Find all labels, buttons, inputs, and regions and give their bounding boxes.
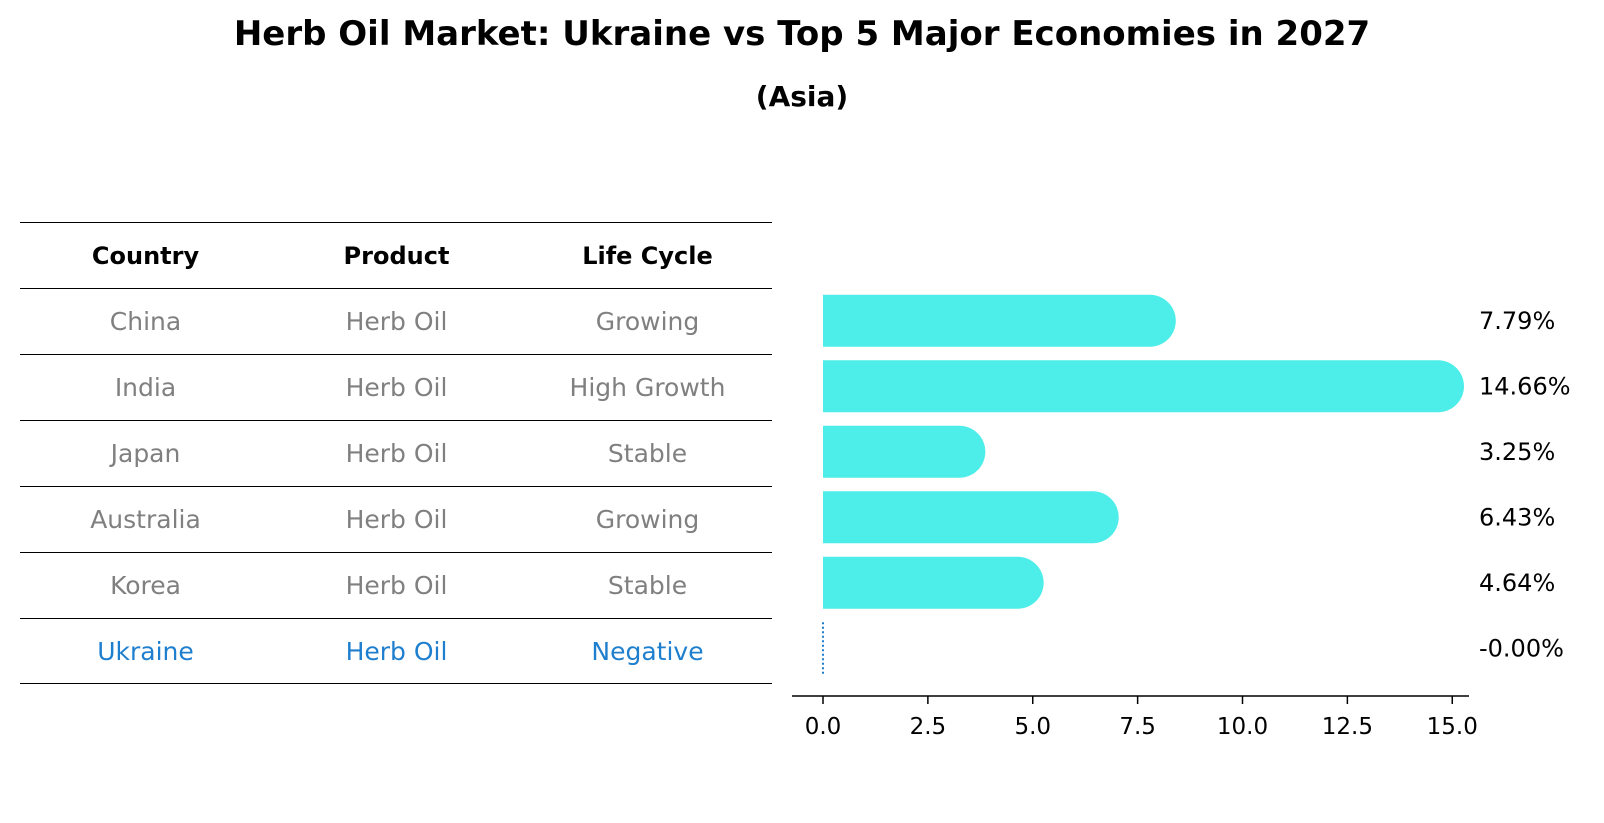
cell-product: Herb Oil bbox=[345, 439, 448, 468]
cell-product: Herb Oil bbox=[345, 571, 448, 600]
x-tick-label: 5.0 bbox=[1014, 714, 1051, 740]
table-header-row: Country Product Life Cycle bbox=[20, 222, 772, 288]
header-country: Country bbox=[91, 242, 200, 270]
table-row-highlight: Ukraine Herb Oil Negative bbox=[20, 618, 772, 684]
cell-life-cycle: Stable bbox=[607, 571, 688, 600]
cell-product: Herb Oil bbox=[345, 637, 448, 666]
cell-life-cycle: Growing bbox=[595, 307, 700, 336]
bar-korea bbox=[823, 556, 1044, 609]
market-table: Country Product Life Cycle China Herb Oi… bbox=[20, 222, 772, 684]
cell-country: Australia bbox=[90, 505, 201, 534]
cell-life-cycle: Negative bbox=[591, 637, 704, 666]
chart-subtitle: (Asia) bbox=[755, 80, 849, 113]
table-row: China Herb Oil Growing bbox=[20, 288, 772, 354]
value-label-japan: 3.25% bbox=[1479, 438, 1555, 466]
cell-life-cycle: Growing bbox=[595, 505, 700, 534]
x-tick-label: 2.5 bbox=[910, 714, 947, 740]
x-tick-label: 0.0 bbox=[805, 714, 842, 740]
table-row: Australia Herb Oil Growing bbox=[20, 486, 772, 552]
cell-country: Korea bbox=[110, 571, 181, 600]
value-label-india: 14.66% bbox=[1479, 372, 1571, 400]
bar-india bbox=[823, 360, 1464, 413]
cell-life-cycle: Stable bbox=[607, 439, 688, 468]
cell-life-cycle: High Growth bbox=[569, 373, 726, 402]
chart-title: Herb Oil Market: Ukraine vs Top 5 Major … bbox=[233, 14, 1371, 54]
cell-country: Ukraine bbox=[97, 637, 194, 666]
value-label-korea: 4.64% bbox=[1479, 569, 1555, 597]
value-label-australia: 6.43% bbox=[1479, 503, 1555, 531]
bar-china bbox=[823, 294, 1176, 347]
header-product: Product bbox=[343, 242, 450, 270]
x-tick-label: 12.5 bbox=[1322, 714, 1373, 740]
x-tick-label: 15.0 bbox=[1427, 714, 1478, 740]
bar-japan bbox=[823, 425, 986, 478]
table-row: Korea Herb Oil Stable bbox=[20, 552, 772, 618]
value-label-china: 7.79% bbox=[1479, 307, 1555, 335]
bar-australia bbox=[823, 491, 1119, 544]
cell-product: Herb Oil bbox=[345, 505, 448, 534]
cell-country: China bbox=[109, 307, 182, 336]
table-row: Japan Herb Oil Stable bbox=[20, 420, 772, 486]
value-label-ukraine: -0.00% bbox=[1479, 634, 1564, 662]
cell-country: India bbox=[114, 373, 177, 402]
table-row: India Herb Oil High Growth bbox=[20, 354, 772, 420]
cell-country: Japan bbox=[110, 439, 181, 468]
header-life-cycle: Life Cycle bbox=[582, 242, 713, 270]
x-tick-label: 7.5 bbox=[1119, 714, 1156, 740]
x-tick-label: 10.0 bbox=[1217, 714, 1268, 740]
cell-product: Herb Oil bbox=[345, 307, 448, 336]
cell-product: Herb Oil bbox=[345, 373, 448, 402]
